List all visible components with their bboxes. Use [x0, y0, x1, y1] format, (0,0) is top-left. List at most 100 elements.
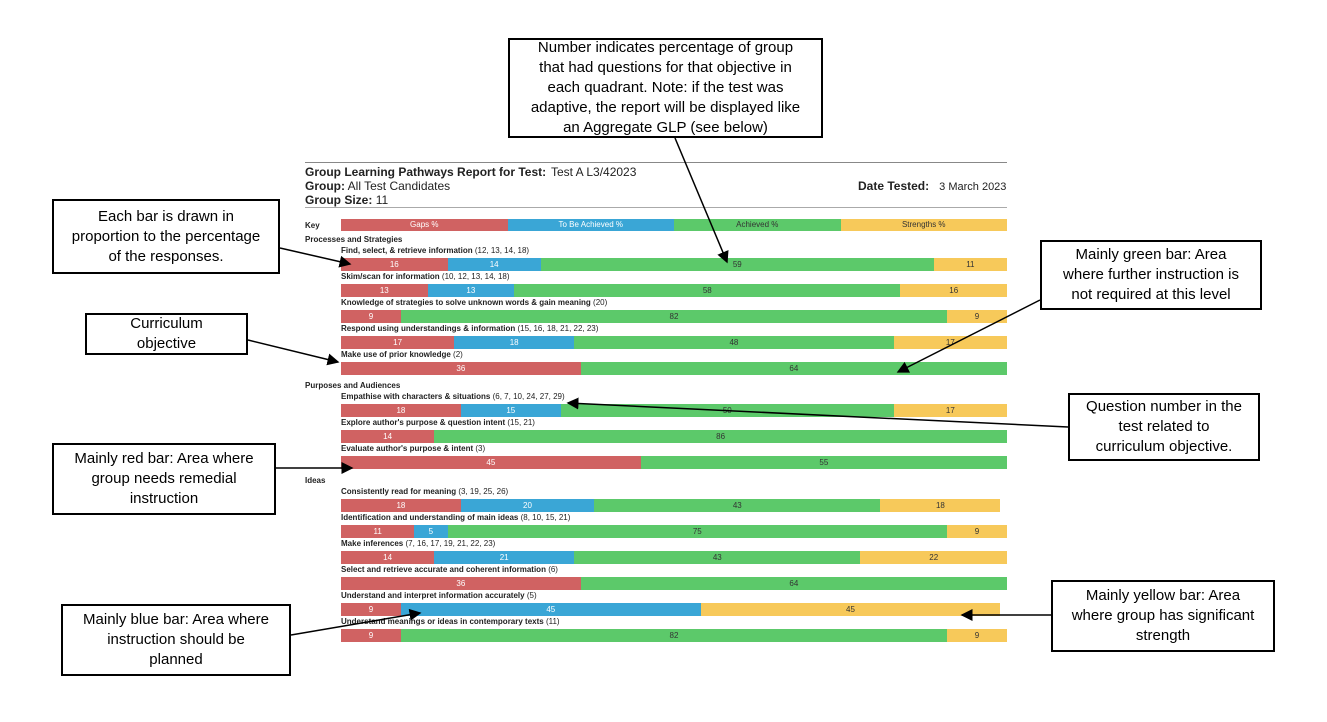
- bar-segment: 18: [880, 499, 1001, 512]
- callout-line: an Aggregate GLP (see below): [563, 119, 768, 136]
- callout-line: Mainly yellow bar: Area: [1085, 587, 1241, 604]
- segment-label: 16: [389, 260, 399, 269]
- callout: Question number in the test related to cur…: [1068, 393, 1260, 461]
- callout-line: group needs remedial: [91, 470, 237, 487]
- objective: Identification and understanding of main…: [341, 513, 570, 522]
- bar-segment: 9: [947, 525, 1007, 538]
- bar-segment: 11: [341, 525, 415, 538]
- callout-line: not required at this level: [1071, 286, 1231, 303]
- objective-name: Understand and interpret information acc…: [341, 591, 525, 600]
- segment-label: 11: [373, 527, 382, 536]
- question-numbers: (7, 16, 17, 19, 21, 22, 23): [405, 539, 496, 548]
- objective-name: Knowledge of strategies to solve unknown…: [341, 298, 591, 307]
- objective: Consistently read for meaning (3, 19, 25…: [341, 487, 508, 496]
- bar-segment: 9: [947, 310, 1007, 323]
- segment-label: 9: [368, 631, 374, 640]
- bar-segment: 36: [341, 577, 581, 590]
- segment-label: 9: [974, 527, 980, 536]
- segment-label: 86: [716, 432, 726, 441]
- segment-label: 18: [396, 406, 406, 415]
- callout-line: curriculum objective.: [1095, 438, 1233, 455]
- question-numbers: (15, 21): [507, 418, 535, 427]
- bar-segment: 45: [700, 603, 1001, 616]
- key-item: Achieved %: [674, 219, 841, 231]
- objective: Make use of prior knowledge (2): [341, 350, 463, 359]
- segment-label: 9: [974, 312, 980, 321]
- objective: Respond using understandings & informati…: [341, 324, 598, 333]
- callout-line: Curriculum: [130, 315, 203, 332]
- bar-segment: 13: [341, 284, 428, 297]
- segment-label: 64: [789, 364, 799, 373]
- bar-segment: 17: [893, 404, 1007, 417]
- callout-line: where further instruction is: [1063, 266, 1239, 283]
- bar-segment: 82: [400, 310, 948, 323]
- segment-label: 75: [692, 527, 702, 536]
- objective: Make inferences (7, 16, 17, 19, 21, 22, …: [341, 539, 495, 548]
- bar-segment: 11: [933, 258, 1007, 271]
- question-numbers: (6, 7, 10, 24, 27, 29): [492, 392, 565, 401]
- bar-segment: 45: [341, 456, 641, 469]
- objective: Skim/scan for information (10, 12, 13, 1…: [341, 272, 510, 281]
- question-numbers: (12, 13, 14, 18): [474, 246, 530, 255]
- callout-line: that had questions for that objective in: [539, 59, 792, 76]
- callout-line: instruction: [129, 490, 199, 507]
- callout-line: objective: [136, 335, 197, 352]
- question-numbers: (6): [548, 565, 558, 574]
- segment-label: 48: [729, 338, 739, 347]
- question-numbers: (10, 12, 13, 14, 18): [441, 272, 510, 281]
- bar-segment: 82: [400, 629, 948, 642]
- segment-label: 16: [949, 286, 959, 295]
- objective-name: Explore author's purpose & question inte…: [341, 418, 506, 427]
- bar-segment: 55: [640, 456, 1007, 469]
- bar-segment: 18: [341, 499, 461, 512]
- segment-label: 9: [368, 605, 374, 614]
- bar-segment: 22: [860, 551, 1007, 564]
- segment-label: 36: [456, 579, 466, 588]
- segment-label: 15: [506, 406, 516, 415]
- report-title: Group Learning Pathways Report for Test:: [305, 165, 547, 179]
- segment-label: 59: [732, 260, 742, 269]
- bar-segment: 58: [514, 284, 901, 297]
- bar-segment: 64: [580, 577, 1007, 590]
- key-item: To Be Achieved %: [507, 219, 674, 231]
- callout-line: where group has significant: [1071, 607, 1255, 624]
- bar-segment: 9: [341, 629, 401, 642]
- callout: Curriculum objective: [85, 313, 248, 355]
- objective-name: Empathise with characters & situations: [341, 392, 491, 401]
- bar-segment: 9: [947, 629, 1007, 642]
- bar-segment: 59: [540, 258, 934, 271]
- section-title: Purposes and Audiences: [305, 381, 401, 390]
- callout-line: Mainly blue bar: Area where: [83, 611, 269, 628]
- objective-name: Understand meanings or ideas in contempo…: [341, 617, 544, 626]
- callout-line: strength: [1135, 627, 1191, 644]
- segment-label: 82: [669, 312, 679, 321]
- segment-label: 45: [846, 605, 855, 614]
- objective-name: Make inferences: [341, 539, 404, 548]
- objective: Explore author's purpose & question inte…: [341, 418, 535, 427]
- objective: Understand and interpret information acc…: [341, 591, 537, 600]
- bar-segment: 86: [434, 430, 1007, 443]
- segment-label: 82: [669, 631, 679, 640]
- segment-label: 13: [466, 286, 476, 295]
- callout: Each bar is drawn in proportion to the pe…: [52, 199, 280, 274]
- segment-label: 18: [509, 338, 519, 347]
- segment-label: 21: [499, 553, 509, 562]
- bar-segment: 13: [427, 284, 515, 297]
- callout-line: of the responses.: [108, 247, 224, 265]
- objective-name: Skim/scan for information: [341, 272, 440, 281]
- objective: Select and retrieve accurate and coheren…: [341, 565, 558, 574]
- bar-segment: 20: [460, 499, 595, 512]
- bar-segment: 43: [594, 499, 881, 512]
- bar-segment: 16: [900, 284, 1007, 297]
- objective: Empathise with characters & situations (…: [341, 392, 565, 401]
- key-label: Key: [305, 221, 320, 230]
- bar-segment: 14: [447, 258, 541, 271]
- bar-segment: 75: [447, 525, 948, 538]
- callout-line: instruction should be: [107, 631, 245, 648]
- bar-segment: 9: [341, 603, 401, 616]
- question-numbers: (20): [593, 298, 608, 307]
- segment-label: 43: [712, 553, 722, 562]
- question-numbers: (8, 10, 15, 21): [520, 513, 571, 522]
- callout-line: Each bar is drawn in: [98, 207, 234, 225]
